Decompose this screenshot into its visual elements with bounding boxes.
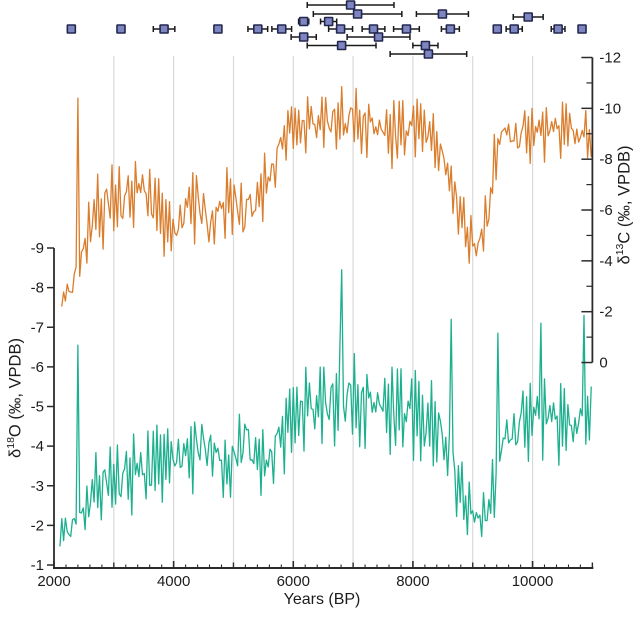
- dated-sample-marker: [415, 9, 470, 19]
- left-tick-label--9: -9: [31, 240, 44, 257]
- dated-sample-square: [323, 16, 334, 27]
- dated-sample-marker: [152, 24, 176, 34]
- dated-sample-marker: [66, 24, 77, 34]
- right-tick-label-0: 0: [599, 355, 607, 372]
- dated-sample-marker: [312, 9, 403, 19]
- dated-sample-marker: [116, 24, 126, 34]
- left-tick-label--7: -7: [31, 319, 44, 336]
- data-series: [59, 85, 592, 547]
- dated-sample-square: [509, 24, 519, 34]
- left-tick-label--3: -3: [31, 478, 44, 495]
- x-tick-label-8000: 8000: [396, 573, 429, 590]
- dated-sample-square: [276, 24, 287, 34]
- dated-sample-marker: [346, 32, 411, 42]
- dated-sample-square: [352, 9, 363, 19]
- dated-sample-marker: [512, 12, 544, 22]
- right-tick-label--12: -12: [599, 50, 621, 67]
- dated-sample-square: [66, 24, 77, 34]
- dated-sample-marker: [319, 16, 338, 27]
- left-tick-label--2: -2: [31, 517, 44, 534]
- right-tick-label--2: -2: [599, 304, 612, 321]
- right-tick-label--8: -8: [599, 151, 612, 168]
- dated-sample-marker: [306, 0, 395, 10]
- dated-sample-marker: [361, 24, 386, 34]
- dated-sample-square: [116, 24, 126, 34]
- dated-sample-square: [336, 40, 347, 51]
- right-tick-label--4: -4: [599, 253, 612, 270]
- dated-sample-marker: [306, 40, 377, 51]
- dated-sample-square: [420, 40, 431, 51]
- x-tick-label-2000: 2000: [37, 573, 70, 590]
- x-tick-label-4000: 4000: [157, 573, 190, 590]
- left-axis-title: δ18O (‰, VPDB): [4, 338, 25, 458]
- dated-sample-square: [492, 24, 503, 34]
- dated-sample-marker: [392, 24, 421, 34]
- dated-sample-marker: [412, 40, 439, 51]
- dated-sample-square: [159, 24, 169, 34]
- dated-sample-marker: [297, 16, 310, 27]
- left-tick-label--6: -6: [31, 359, 44, 376]
- dated-sample-marker: [247, 24, 269, 34]
- dated-sample-square: [335, 24, 346, 34]
- dated-sample-marker: [492, 24, 503, 34]
- dated-sample-marker: [577, 24, 587, 34]
- dated-sample-marker: [440, 24, 461, 34]
- dated-sample-square: [577, 24, 587, 34]
- dated-sample-marker: [505, 24, 524, 34]
- dated-sample-square: [553, 24, 563, 34]
- dated-sample-square: [373, 32, 384, 42]
- x-tick-label-10000: 10000: [512, 573, 554, 590]
- dated-sample-square: [423, 49, 434, 59]
- dated-sample-square: [401, 24, 412, 34]
- x-axis-title: Years (BP): [283, 591, 361, 608]
- right-axis-title: δ13C (‰, VPDB): [613, 145, 634, 265]
- dated-sample-square: [213, 24, 223, 34]
- dated-sample-square: [253, 24, 263, 34]
- dated-sample-marker: [327, 24, 354, 34]
- left-tick-label--1: -1: [31, 557, 44, 574]
- dated-sample-marker: [271, 24, 293, 34]
- dated-sample-square: [437, 9, 448, 19]
- right-tick-label--10: -10: [599, 100, 621, 117]
- axes: 2000 4000 6000 8000 10000 -9 -8 -7 -6 -5 -4 -3 -2 -1 -…: [31, 50, 621, 591]
- dated-sample-marker: [290, 32, 318, 42]
- dated-sample-markers: [66, 0, 587, 59]
- dated-sample-square: [298, 16, 309, 27]
- series-d13C-line: [61, 85, 592, 307]
- left-tick-label--4: -4: [31, 438, 44, 455]
- series-d18O-line: [59, 269, 592, 547]
- dated-sample-square: [368, 24, 379, 34]
- dated-sample-square: [445, 24, 456, 34]
- dated-sample-marker: [213, 24, 223, 34]
- x-tick-label-6000: 6000: [277, 573, 310, 590]
- left-tick-label--8: -8: [31, 280, 44, 297]
- dated-sample-square: [523, 12, 533, 22]
- dated-sample-square: [298, 32, 309, 42]
- right-tick-label--6: -6: [599, 202, 612, 219]
- dated-sample-marker: [550, 24, 566, 34]
- left-tick-label--5: -5: [31, 399, 44, 416]
- dated-sample-marker: [389, 49, 468, 59]
- dated-sample-square: [345, 0, 356, 10]
